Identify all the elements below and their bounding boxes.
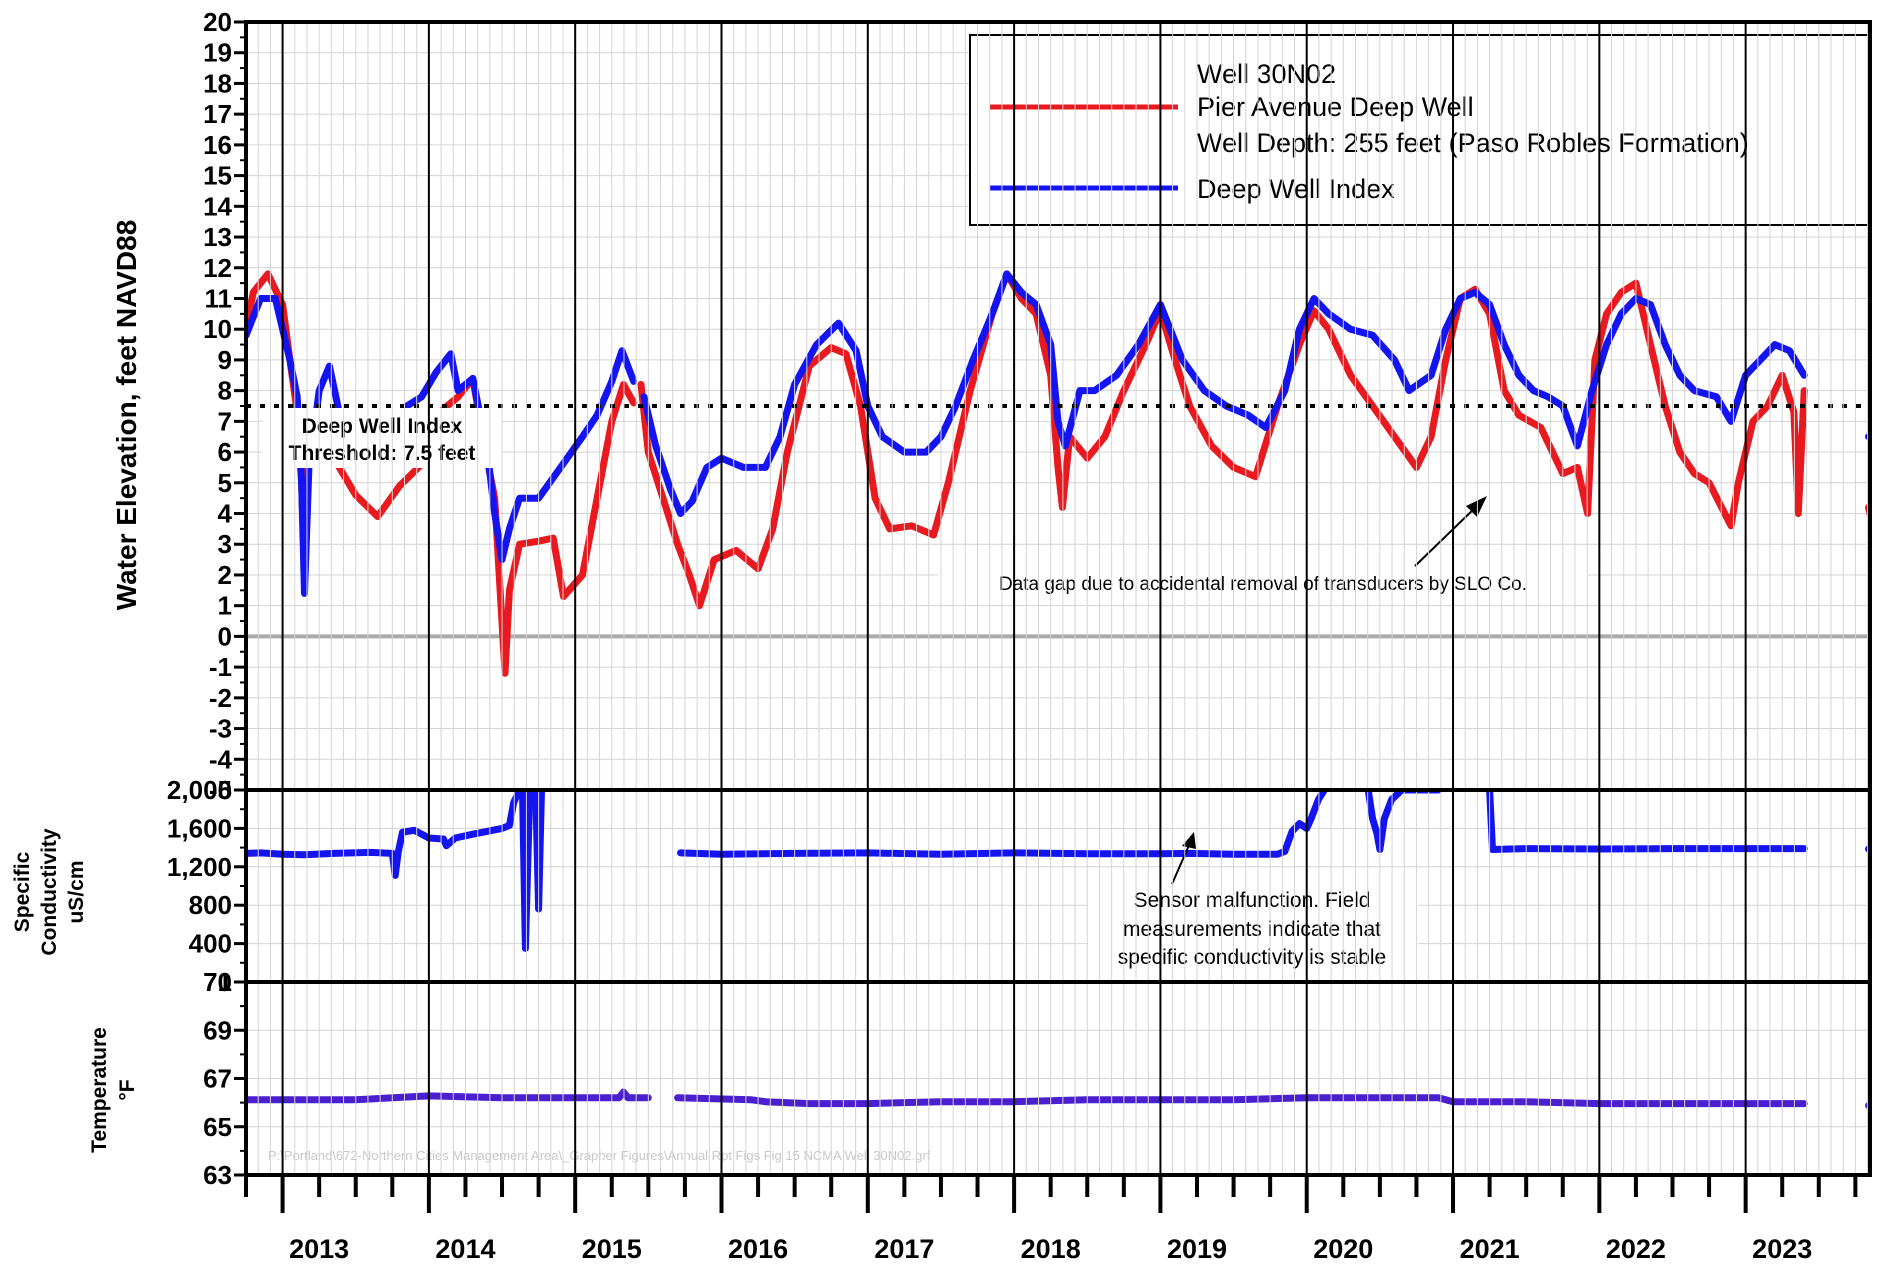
y-tick-label: 65 <box>203 1112 232 1142</box>
temperature-label-line-2: °F <box>116 1079 139 1100</box>
y-tick-label: 67 <box>203 1064 232 1094</box>
y-tick-label: 11 <box>205 283 233 313</box>
sensor-note-line-2: measurements indicate that <box>1123 918 1381 941</box>
panel-frame <box>244 980 1872 1177</box>
x-tick-label: 2016 <box>728 1234 788 1264</box>
y-tick-label: 3 <box>218 529 232 559</box>
y-tick-label: 9 <box>218 345 232 375</box>
y-tick-label: 16 <box>203 130 232 160</box>
y-tick-label: 12 <box>203 253 232 283</box>
sensor-arrowhead <box>1182 832 1196 849</box>
x-axis: 2013 2014 2015 2016 2017 2018 2019 2020 2021 2022… <box>244 1175 1858 1264</box>
conductivity-label-line-1: Specific <box>11 851 34 932</box>
legend-entry-deep-well-index: Deep Well Index <box>1197 174 1395 204</box>
threshold-label-line-1: Deep Well Index <box>302 415 463 438</box>
x-tick-label: 2017 <box>874 1234 934 1264</box>
threshold-label-line-2: Threshold: 7.5 feet <box>289 442 476 465</box>
y-tick-label: 14 <box>203 191 232 221</box>
x-tick-label: 2014 <box>435 1234 495 1264</box>
legend-entry-well-30n02-line-2: Pier Avenue Deep Well <box>1197 92 1474 122</box>
threshold-label: Deep Well Index Threshold: 7.5 feet <box>262 408 502 468</box>
y-tick-label: 10 <box>203 314 232 344</box>
panel-frames <box>244 20 1872 1177</box>
x-tick-label: 2015 <box>582 1234 642 1264</box>
series-line <box>519 790 534 952</box>
y-tick-label: 4 <box>218 499 233 529</box>
y-tick-label: 17 <box>203 99 232 129</box>
conductivity-y-ticks: 2,000 1,600 1,200 800 400 0 <box>167 775 246 997</box>
data-gap-annotation: Data gap due to accidental removal of tr… <box>938 496 1588 597</box>
sensor-note-line-1: Sensor malfunction. Field <box>1134 889 1371 912</box>
y-tick-label: -4 <box>209 744 233 774</box>
y-tick-label: 20 <box>203 7 232 37</box>
data-gap-annotation-text: Data gap due to accidental removal of tr… <box>999 574 1527 595</box>
x-tick-label: 2020 <box>1313 1234 1373 1264</box>
x-tick-label: 2013 <box>289 1234 349 1264</box>
y-tick-label: 0 <box>218 621 232 651</box>
y-tick-label: 2,000 <box>167 775 232 805</box>
y-tick-label: 1,600 <box>167 813 232 843</box>
legend-entry-well-30n02-line-1: Well 30N02 <box>1197 59 1336 89</box>
water-elevation-y-axis-label: Water Elevation, feet NAVD88 <box>111 220 142 611</box>
y-tick-label: -2 <box>209 683 232 713</box>
legend-entry-well-30n02-line-3: Well Depth: 255 feet (Paso Robles Format… <box>1197 128 1749 158</box>
y-tick-label: 800 <box>189 890 232 920</box>
series-line <box>246 790 524 879</box>
y-tick-label: 15 <box>203 161 232 191</box>
y-tick-label: 1 <box>218 591 232 621</box>
y-tick-label: -3 <box>209 714 232 744</box>
y-tick-label: 0 <box>218 967 232 997</box>
y-tick-label: -5 <box>209 775 232 805</box>
sensor-arrow <box>1171 842 1191 885</box>
y-tick-label: 1,200 <box>167 852 232 882</box>
series-line <box>246 295 638 597</box>
y-tick-label: 2 <box>218 560 232 590</box>
legend: Well 30N02 Pier Avenue Deep Well Well De… <box>969 34 1871 226</box>
data-gap-arrow <box>1414 504 1479 567</box>
data-gap-arrowhead <box>1466 496 1487 517</box>
y-tick-label: 63 <box>203 1160 232 1190</box>
y-tick-label: 5 <box>218 468 232 498</box>
temperature-y-ticks: 71 69 67 65 63 <box>203 967 246 1190</box>
legend-box <box>969 34 1871 226</box>
y-tick-label: 400 <box>189 929 232 959</box>
x-tick-label: 2019 <box>1167 1234 1227 1264</box>
temperature-y-axis-label: Temperature °F <box>88 1027 139 1153</box>
x-tick-label: 2021 <box>1460 1234 1520 1264</box>
conductivity-label-line-3: uS/cm <box>65 860 88 923</box>
y-tick-label: 13 <box>203 222 232 252</box>
y-tick-label: 69 <box>203 1015 232 1045</box>
y-tick-label: 71 <box>203 967 232 997</box>
x-tick-label: 2022 <box>1606 1234 1666 1264</box>
conductivity-y-axis-label: Specific Conductivity uS/cm <box>11 828 88 955</box>
x-tick-label: 2018 <box>1021 1234 1081 1264</box>
x-tick-label: 2023 <box>1752 1234 1812 1264</box>
y-tick-label: 7 <box>218 406 232 436</box>
y-tick-label: 8 <box>218 376 232 406</box>
y-tick-label: 6 <box>218 437 232 467</box>
y-tick-label: 18 <box>203 68 232 98</box>
y-tick-label: -1 <box>209 652 232 682</box>
temperature-label-line-1: Temperature <box>88 1027 111 1153</box>
conductivity-label-line-2: Conductivity <box>38 828 61 955</box>
y-tick-label: 19 <box>203 38 232 68</box>
sensor-note-line-3: specific conductivity is stable <box>1118 946 1386 969</box>
